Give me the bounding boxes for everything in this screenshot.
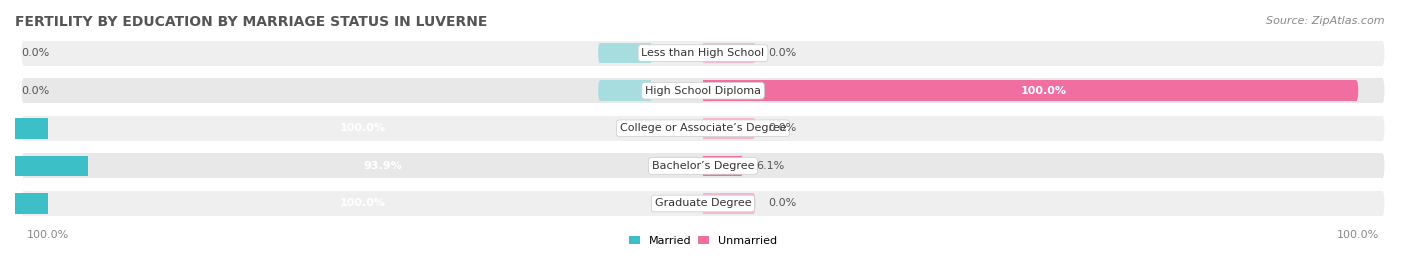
Circle shape [1381, 116, 1385, 141]
Text: Less than High School: Less than High School [641, 48, 765, 58]
Bar [24, 41, 1382, 66]
Bar [600, 43, 651, 63]
Bar [46, 193, 48, 214]
Bar [703, 118, 704, 139]
Text: 0.0%: 0.0% [21, 48, 49, 58]
Bar [46, 118, 48, 139]
Bar [703, 80, 704, 101]
Bar [24, 191, 1382, 216]
Circle shape [21, 153, 25, 179]
Circle shape [752, 43, 755, 63]
Bar [703, 43, 754, 63]
Circle shape [21, 41, 25, 66]
Text: Source: ZipAtlas.com: Source: ZipAtlas.com [1267, 16, 1385, 26]
Circle shape [1381, 41, 1385, 66]
Bar [703, 80, 1357, 101]
Circle shape [1381, 153, 1385, 179]
Bar [703, 193, 754, 214]
Text: Bachelor’s Degree: Bachelor’s Degree [652, 161, 754, 171]
Text: Graduate Degree: Graduate Degree [655, 199, 751, 208]
Bar [703, 155, 704, 176]
Bar [0, 155, 87, 176]
Bar [0, 193, 48, 214]
Text: 0.0%: 0.0% [769, 123, 797, 133]
Bar [703, 193, 704, 214]
Circle shape [752, 193, 755, 214]
Circle shape [1381, 78, 1385, 103]
Bar [703, 155, 741, 176]
Circle shape [21, 116, 25, 141]
Text: 100.0%: 100.0% [339, 123, 385, 133]
Text: FERTILITY BY EDUCATION BY MARRIAGE STATUS IN LUVERNE: FERTILITY BY EDUCATION BY MARRIAGE STATU… [15, 15, 488, 29]
Bar [703, 118, 754, 139]
Bar [24, 116, 1382, 141]
Text: 0.0%: 0.0% [21, 86, 49, 96]
Text: 6.1%: 6.1% [756, 161, 785, 171]
Circle shape [740, 155, 742, 176]
Circle shape [1381, 191, 1385, 216]
Circle shape [21, 191, 25, 216]
Text: 0.0%: 0.0% [769, 199, 797, 208]
Circle shape [598, 80, 602, 101]
Bar [86, 155, 87, 176]
Text: 100.0%: 100.0% [1021, 86, 1067, 96]
Bar [703, 43, 704, 63]
Bar [24, 78, 1382, 103]
Bar [24, 153, 1382, 179]
Legend: Married, Unmarried: Married, Unmarried [624, 232, 782, 250]
Circle shape [752, 118, 755, 139]
Text: High School Diploma: High School Diploma [645, 86, 761, 96]
Text: College or Associate’s Degree: College or Associate’s Degree [620, 123, 786, 133]
Circle shape [21, 78, 25, 103]
Bar [0, 118, 48, 139]
Text: 93.9%: 93.9% [363, 161, 402, 171]
Text: 100.0%: 100.0% [339, 199, 385, 208]
Circle shape [598, 43, 602, 63]
Bar [600, 80, 651, 101]
Bar [648, 80, 651, 101]
Bar [648, 43, 651, 63]
Circle shape [1354, 80, 1358, 101]
Text: 0.0%: 0.0% [769, 48, 797, 58]
